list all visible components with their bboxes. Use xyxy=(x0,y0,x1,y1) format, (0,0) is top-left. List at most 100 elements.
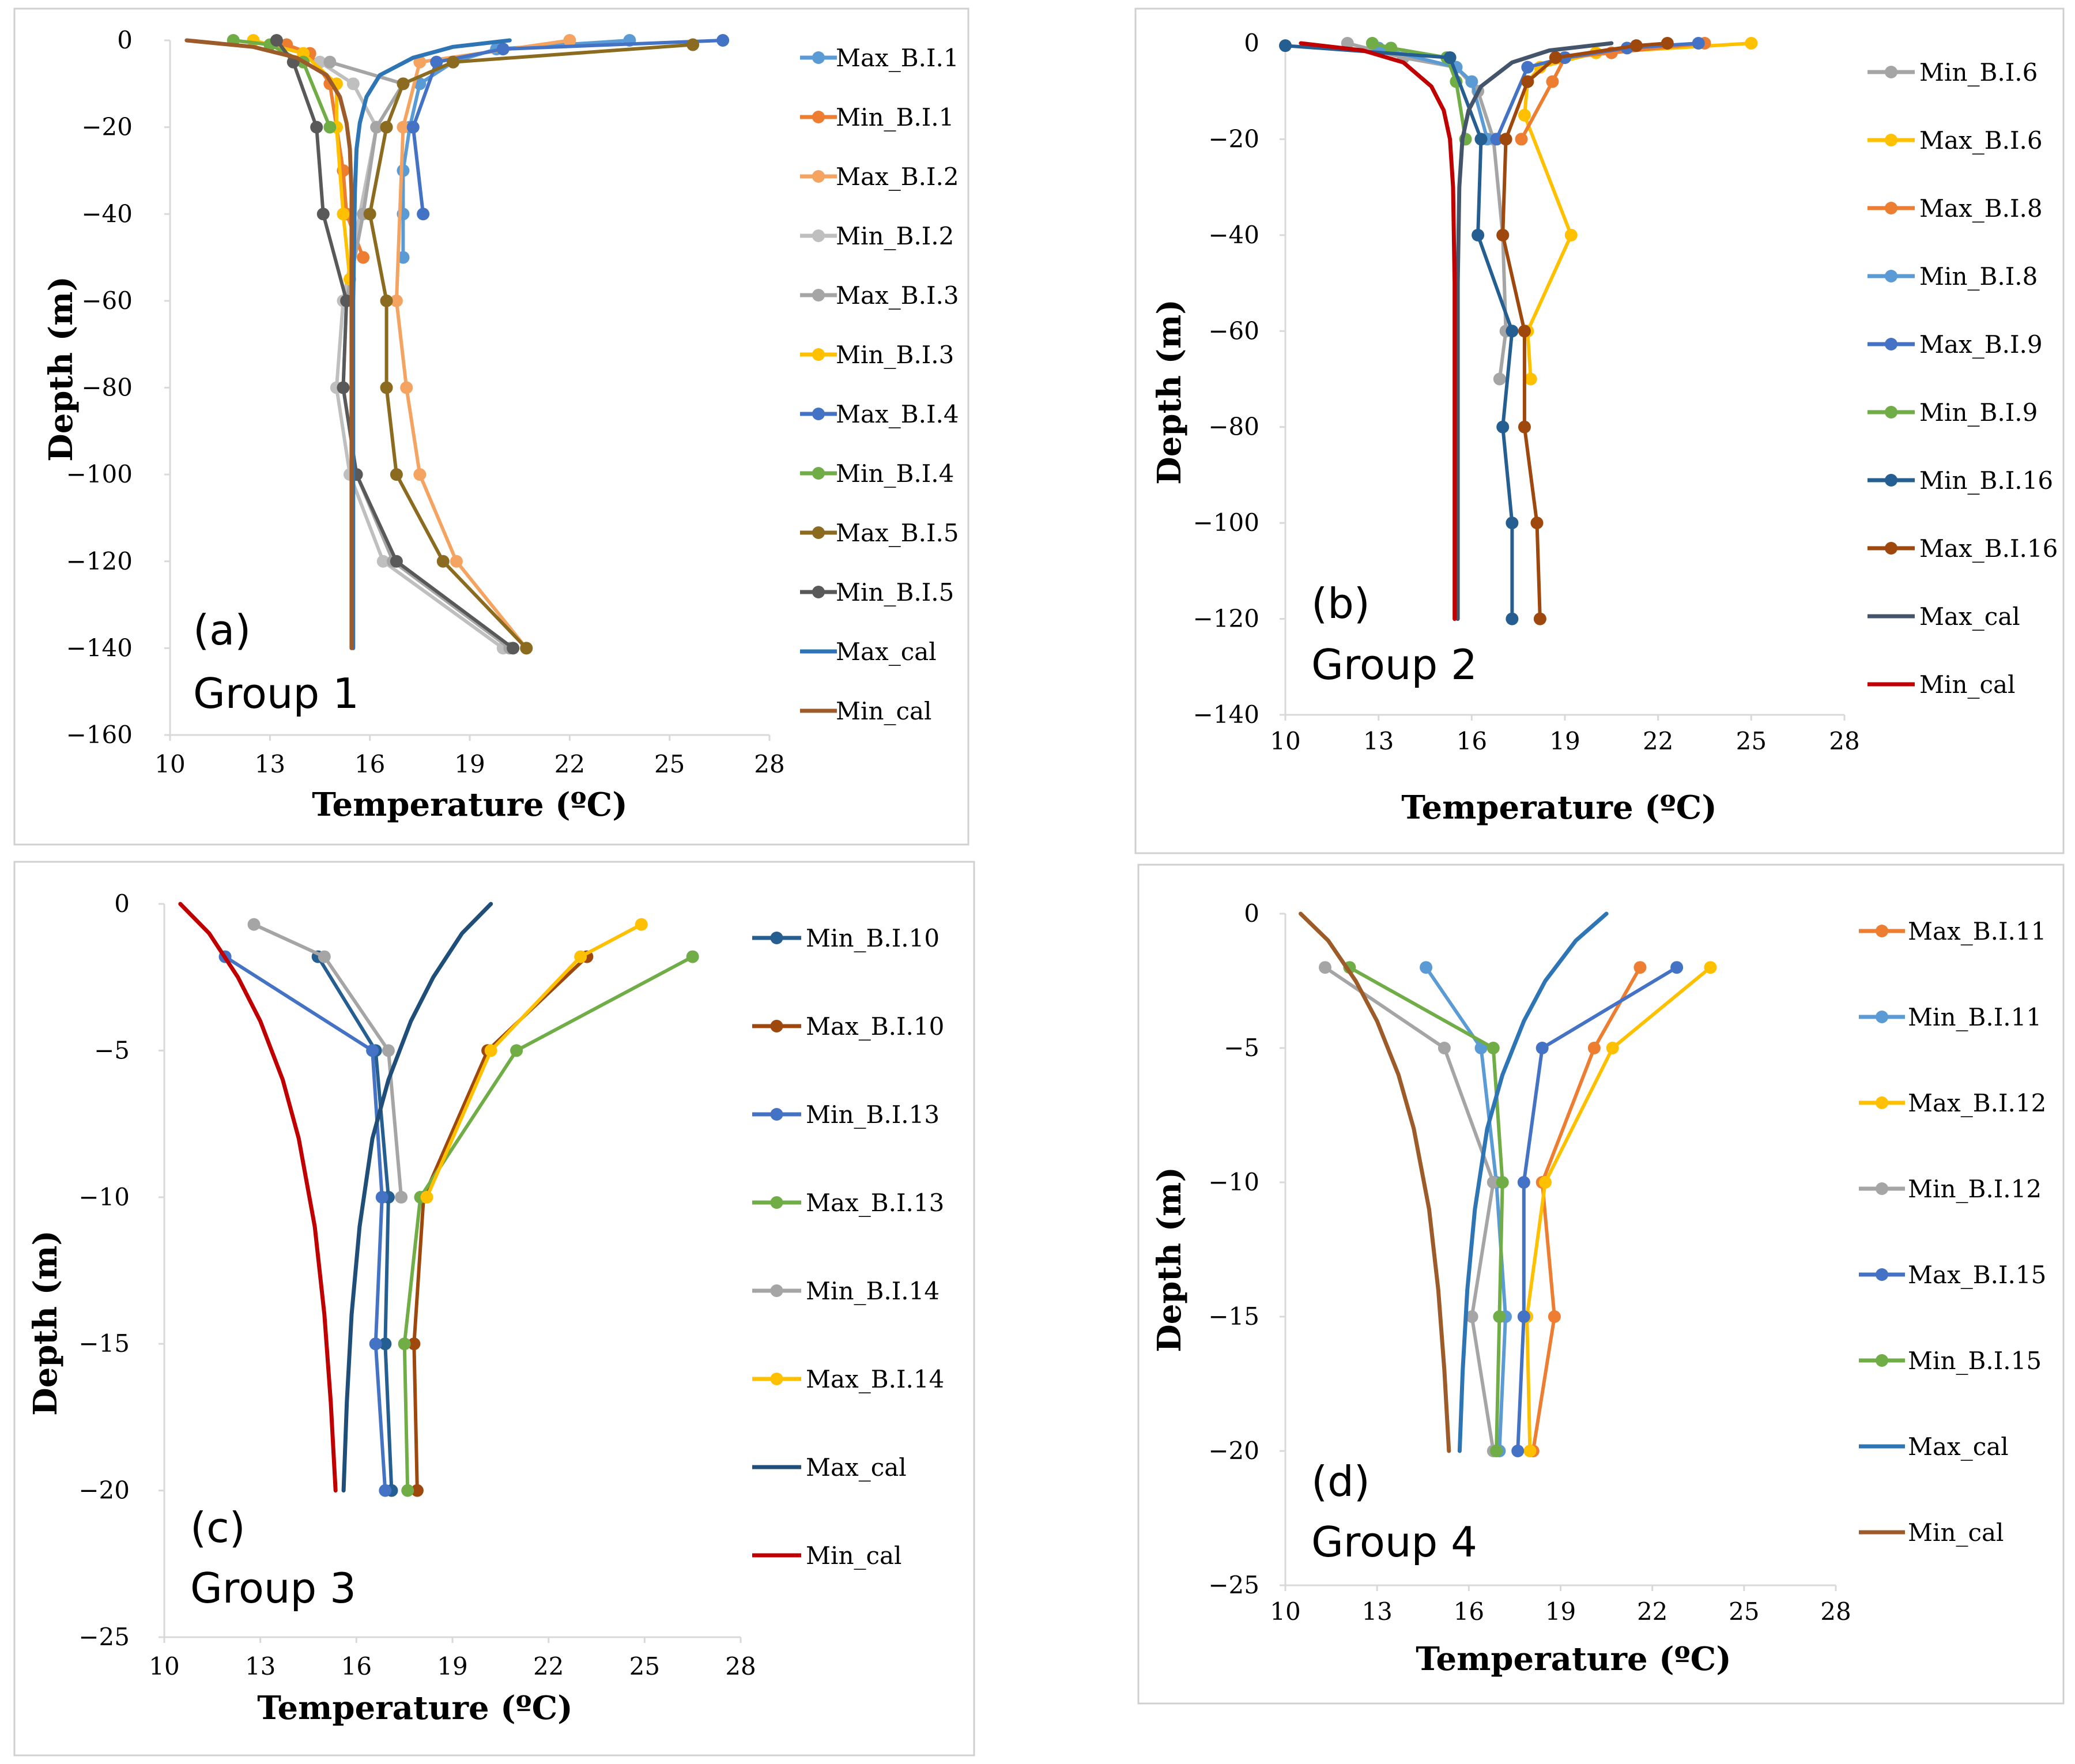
data-point xyxy=(408,1337,421,1351)
data-point xyxy=(382,1044,395,1057)
data-point xyxy=(1487,1176,1500,1189)
legend-marker xyxy=(770,1284,783,1297)
data-point xyxy=(380,294,393,307)
data-point xyxy=(1496,228,1510,242)
legend-marker xyxy=(812,526,825,539)
data-point xyxy=(366,1044,379,1057)
x-tick-label: 28 xyxy=(1829,727,1859,755)
data-point xyxy=(1661,37,1674,50)
data-point xyxy=(397,77,410,91)
y-tick-label: −20 xyxy=(81,113,133,141)
data-point xyxy=(1517,1176,1530,1189)
series-line xyxy=(1376,46,1489,141)
legend-entry: Max_B.I.11 xyxy=(1908,917,2046,945)
x-tick-label: 19 xyxy=(1549,727,1580,755)
series-Max_B.I.13 xyxy=(398,950,699,1497)
legend-entry: Max_cal xyxy=(806,1453,907,1482)
panel-label: (b) xyxy=(1311,579,1370,628)
group-label: Group 1 xyxy=(193,669,359,718)
legend-entry: Min_B.I.11 xyxy=(1908,1003,2042,1031)
legend-marker xyxy=(1885,338,1897,350)
data-point xyxy=(574,950,587,963)
data-point xyxy=(1546,75,1559,88)
data-point xyxy=(1490,133,1503,146)
data-point xyxy=(1548,1310,1561,1323)
series-line xyxy=(401,39,632,259)
legend-entry: Max_B.I.16 xyxy=(1919,534,2058,563)
legend-marker xyxy=(1876,1268,1888,1281)
legend-marker xyxy=(812,586,825,598)
data-point xyxy=(1692,37,1705,50)
x-tick-label: 13 xyxy=(245,1652,276,1680)
data-point xyxy=(346,77,360,91)
series-line xyxy=(184,38,354,650)
y-tick-label: −40 xyxy=(81,199,133,228)
series-Min_cal xyxy=(178,902,338,1493)
legend-marker xyxy=(770,1196,783,1209)
legend-entry: Max_B.I.3 xyxy=(836,281,959,310)
y-tick-label: −80 xyxy=(81,374,133,402)
y-tick-label: −40 xyxy=(1208,221,1259,249)
series-line xyxy=(1348,966,1504,1453)
data-point xyxy=(1704,961,1717,974)
y-tick-label: −60 xyxy=(1208,316,1259,345)
data-point xyxy=(496,43,510,56)
data-point xyxy=(1465,75,1478,88)
series-Max_B.I.5 xyxy=(363,38,700,655)
series-line xyxy=(252,922,403,1199)
y-tick-label: 0 xyxy=(114,889,130,918)
legend-marker xyxy=(1876,1182,1888,1195)
panel-border xyxy=(13,7,969,846)
y-tick-label: −10 xyxy=(1208,1168,1259,1196)
series-line xyxy=(394,39,572,650)
legend-marker xyxy=(1885,406,1897,419)
x-tick-label: 10 xyxy=(154,750,185,778)
x-tick-label: 22 xyxy=(554,750,585,778)
data-point xyxy=(270,34,283,47)
data-point xyxy=(413,55,427,69)
series-line xyxy=(1299,911,1451,1453)
legend-marker xyxy=(812,51,825,64)
chart-panel-c: 0 −5 −10 −15 −20 −25 10 13 16 19 22 25 28 Temperature… xyxy=(13,861,975,1757)
x-tick-label: 10 xyxy=(1270,1597,1300,1626)
x-tick-label: 25 xyxy=(1729,1597,1759,1626)
data-point xyxy=(1538,1176,1552,1189)
x-tick-label: 25 xyxy=(654,750,685,778)
legend-entry: Min_B.I.14 xyxy=(806,1277,940,1305)
series-Max_cal xyxy=(341,902,493,1493)
y-tick-label: 0 xyxy=(1244,29,1259,57)
data-point xyxy=(1493,372,1506,386)
data-point xyxy=(1318,961,1331,974)
data-point xyxy=(1564,228,1578,242)
x-tick-label: 10 xyxy=(149,1652,179,1680)
y-axis-title: Depth (m) xyxy=(1150,1167,1189,1352)
legend-entry: Max_B.I.8 xyxy=(1919,194,2043,223)
legend-marker xyxy=(1876,1354,1888,1367)
y-tick-label: −100 xyxy=(1193,508,1259,537)
data-point xyxy=(390,555,403,568)
data-point xyxy=(716,34,730,47)
data-point xyxy=(1518,108,1531,122)
data-point xyxy=(1517,1310,1530,1323)
x-tick-label: 28 xyxy=(725,1652,756,1680)
series-Min_B.I.6 xyxy=(1341,37,1512,386)
legend-entry: Max_B.I.6 xyxy=(1919,126,2043,154)
y-tick-label: −100 xyxy=(66,460,133,488)
series-Max_B.I.4 xyxy=(406,34,730,221)
data-point xyxy=(400,381,413,394)
series-line xyxy=(1424,966,1507,1453)
chart-panel-a: 0 −20 −40 −60 −80 −100 −120 −140 −160 10 13 16 19 22 2… xyxy=(13,7,969,846)
legend-entry: Min_cal xyxy=(806,1541,901,1570)
group-label: Group 2 xyxy=(1311,640,1477,689)
data-point xyxy=(406,120,420,134)
legend-entry: Max_B.I.10 xyxy=(806,1012,944,1041)
data-point xyxy=(1490,1445,1503,1457)
x-tick-label: 10 xyxy=(1270,727,1300,755)
legend-marker xyxy=(770,1373,783,1385)
y-axis-title: Depth (m) xyxy=(42,276,80,462)
legend-entry: Max_B.I.9 xyxy=(1919,330,2043,359)
data-point xyxy=(436,555,450,568)
data-point xyxy=(316,208,330,221)
legend-marker xyxy=(1885,542,1897,555)
